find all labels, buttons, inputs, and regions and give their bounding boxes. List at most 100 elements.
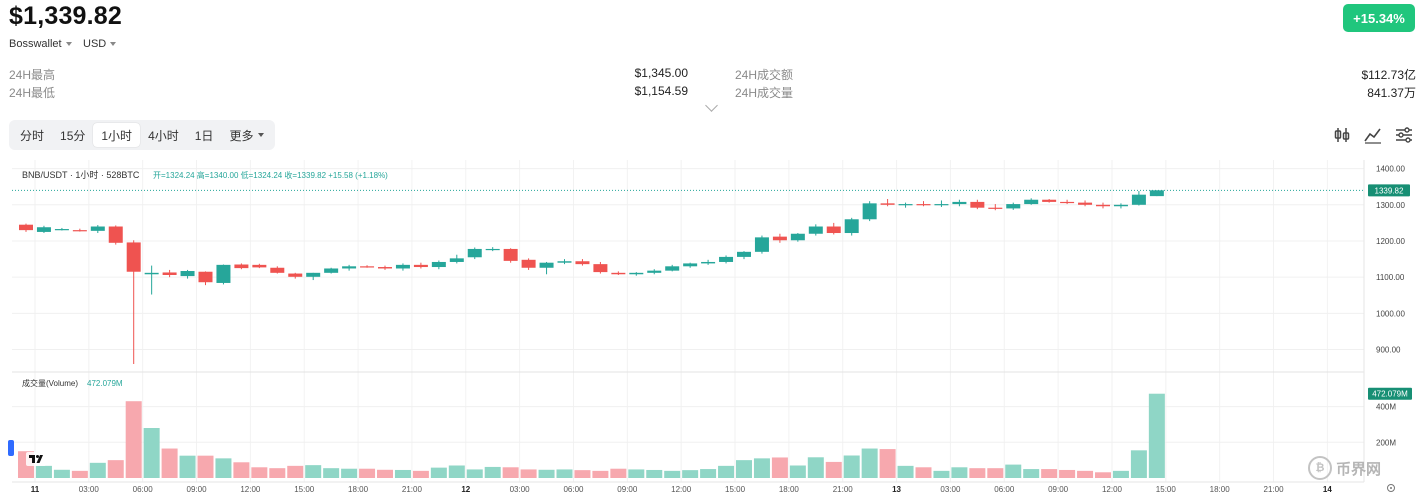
candle-body xyxy=(844,219,859,234)
candle-body xyxy=(683,263,698,267)
candle-body xyxy=(611,272,626,275)
time-tick-label: 09:00 xyxy=(617,485,638,494)
time-tick-label: 14 xyxy=(1323,485,1332,494)
volume-bar xyxy=(1130,450,1147,478)
volume-bar xyxy=(197,455,214,478)
time-tick-label: 21:00 xyxy=(402,485,423,494)
candle-body xyxy=(216,264,231,283)
drawer-handle[interactable] xyxy=(8,440,14,456)
time-tick-label: 18:00 xyxy=(1210,485,1231,494)
currency-selector-label: USD xyxy=(83,38,107,50)
indicators-icon[interactable] xyxy=(1332,125,1352,145)
volume-bar xyxy=(592,470,609,478)
time-tick-label: 11 xyxy=(31,485,40,494)
time-tick-label: 12:00 xyxy=(671,485,692,494)
volume-bar xyxy=(287,465,304,478)
volume-bar xyxy=(448,465,465,478)
time-tick-label: 03:00 xyxy=(79,485,100,494)
time-tick-label: 06:00 xyxy=(994,485,1015,494)
tab-more[interactable]: 更多 xyxy=(221,123,272,147)
volume-bar xyxy=(1005,464,1022,478)
volume-bar xyxy=(933,470,950,478)
time-tick-label: 13 xyxy=(892,485,901,494)
volume-bar xyxy=(1041,469,1058,478)
volume-bar xyxy=(969,468,986,478)
time-tick-label: 03:00 xyxy=(510,485,531,494)
volume-bar xyxy=(269,468,286,478)
volume-bar xyxy=(502,467,519,478)
time-tick-label: 12 xyxy=(461,485,470,494)
candle-body xyxy=(701,261,716,264)
candle-body xyxy=(467,248,482,258)
volume-bars xyxy=(18,393,1165,478)
stat-high-label: 24H最高 xyxy=(9,68,56,82)
time-tick-label: 21:00 xyxy=(833,485,854,494)
candle-body xyxy=(1006,204,1021,209)
time-tick-label: 18:00 xyxy=(779,485,800,494)
candle-body xyxy=(898,204,913,206)
candle-body xyxy=(952,201,967,205)
tab-more-label: 更多 xyxy=(229,128,254,143)
price-change-badge: +15.34% xyxy=(1343,4,1415,32)
candle-body xyxy=(234,264,249,269)
volume-bar xyxy=(951,467,968,478)
candle-body xyxy=(826,226,841,234)
stat-turnover-label: 24H成交额 xyxy=(735,68,794,82)
settings-sliders-icon[interactable] xyxy=(1394,125,1414,145)
volume-bar xyxy=(736,460,752,478)
candle-body xyxy=(719,256,734,262)
candle-body xyxy=(790,233,805,241)
price-chart[interactable]: 900.00 1000.00 1100.00 1200.00 1300.00 1400.0… xyxy=(0,160,1420,497)
price-axis: 900.00 1000.00 1100.00 1200.00 1300.00 1400.0… xyxy=(1376,165,1405,355)
time-settings-icon[interactable] xyxy=(1387,484,1395,492)
volume-bar xyxy=(1059,469,1076,478)
candle-body xyxy=(575,261,590,265)
volume-axis: 200M 400M xyxy=(1376,403,1396,448)
stat-volume-label: 24H成交量 xyxy=(735,86,794,100)
candle-body xyxy=(72,230,87,232)
tradingview-logo xyxy=(26,452,46,466)
candle-body xyxy=(647,270,662,273)
candle-body xyxy=(862,203,877,220)
line-chart-icon[interactable] xyxy=(1363,125,1383,145)
chevron-down-icon xyxy=(110,42,117,46)
candlesticks xyxy=(19,190,1164,364)
legend-ohlc: 开=1324.24 高=1340.00 低=1324.24 收=1339.82 … xyxy=(153,170,388,180)
legend-volume-label: 成交量(Volume) xyxy=(22,378,78,388)
candle-body xyxy=(342,266,357,269)
volume-bar xyxy=(89,462,106,478)
wallet-selector[interactable]: Bosswallet xyxy=(9,38,72,50)
volume-bar xyxy=(359,468,376,478)
candle-body xyxy=(557,261,572,263)
volume-bar xyxy=(323,468,340,478)
volume-bar xyxy=(1148,393,1165,478)
candle-body xyxy=(503,248,518,261)
volume-bar xyxy=(1095,472,1111,478)
tab-1h[interactable]: 1小时 xyxy=(93,123,141,147)
candle-body xyxy=(449,258,464,262)
time-tick-label: 12:00 xyxy=(1102,485,1123,494)
watermark-text: 币界网 xyxy=(1336,460,1382,478)
volume-bar xyxy=(700,469,717,478)
watermark: ₿ 币界网 xyxy=(1308,456,1381,480)
expand-stats-icon[interactable] xyxy=(705,99,718,112)
candle-body xyxy=(306,272,321,277)
volume-bar xyxy=(179,455,196,478)
candle-body xyxy=(934,204,949,206)
volume-bar xyxy=(305,465,322,478)
tab-timeline[interactable]: 分时 xyxy=(20,128,45,143)
price-tick-label: 1200.00 xyxy=(1376,237,1405,246)
stat-high-value: $1,345.00 xyxy=(634,66,688,80)
stat-turnover-value: $112.73亿 xyxy=(1361,68,1417,82)
candle-body xyxy=(880,203,895,205)
volume-bar xyxy=(879,449,896,478)
price-tick-label: 1300.00 xyxy=(1376,201,1405,210)
currency-selector[interactable]: USD xyxy=(83,38,117,50)
tab-15m[interactable]: 15分 xyxy=(60,128,86,143)
tab-1d[interactable]: 1日 xyxy=(194,128,214,143)
candle-body xyxy=(162,272,177,275)
volume-bar xyxy=(341,468,358,478)
tab-4h[interactable]: 4小时 xyxy=(148,128,179,143)
volume-bar xyxy=(664,470,681,478)
candle-body xyxy=(180,271,195,277)
